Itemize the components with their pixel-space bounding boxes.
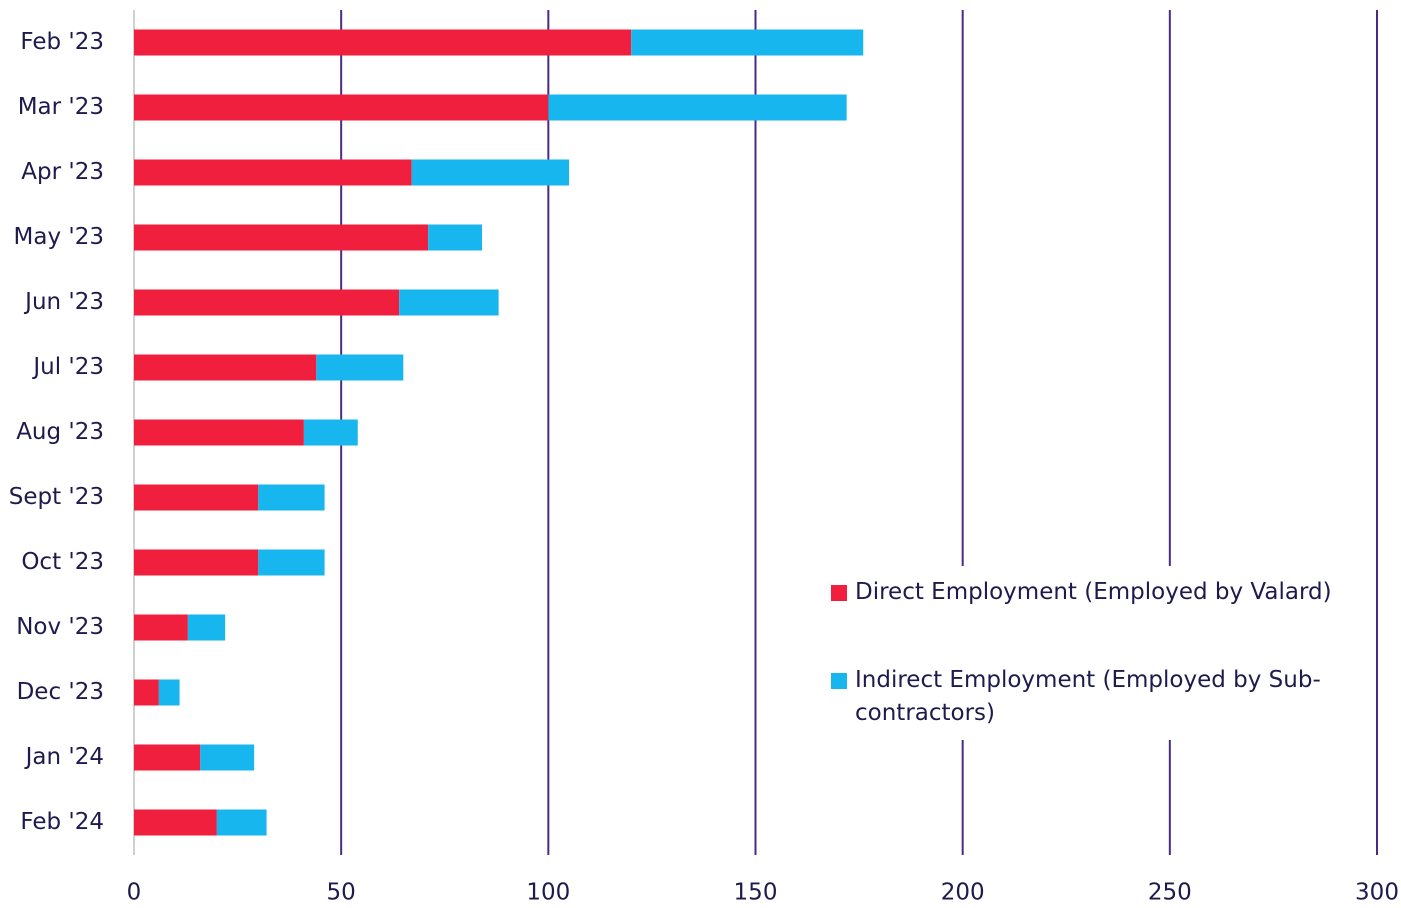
legend-item: Direct Employment (Employed by Valard) bbox=[831, 576, 1351, 609]
y-tick-label: Jun '23 bbox=[23, 289, 104, 315]
bar-segment bbox=[134, 224, 429, 251]
bar-segment bbox=[134, 744, 201, 771]
bar-segment bbox=[258, 549, 325, 576]
y-tick-label: Jan '24 bbox=[24, 744, 104, 770]
bar-segment bbox=[134, 94, 549, 121]
y-tick-label: May '23 bbox=[14, 224, 104, 250]
bar-segment bbox=[258, 484, 325, 511]
bar-segment bbox=[134, 549, 259, 576]
bar-segment bbox=[187, 614, 226, 641]
bar-segment bbox=[134, 29, 632, 56]
x-tick-label: 250 bbox=[1148, 880, 1192, 906]
y-tick-label: Oct '23 bbox=[21, 549, 104, 575]
bar-segment bbox=[134, 289, 400, 316]
bar-segment bbox=[134, 354, 317, 381]
bar-segment bbox=[134, 809, 217, 836]
legend-item: Indirect Employment (Employed by Sub-con… bbox=[831, 664, 1351, 730]
bar-segment bbox=[548, 94, 847, 121]
y-tick-label: Dec '23 bbox=[17, 679, 104, 705]
bar-segment bbox=[631, 29, 864, 56]
bar-segment bbox=[428, 224, 483, 251]
bar-segment bbox=[134, 679, 159, 706]
bar-segment bbox=[216, 809, 267, 836]
bar-segment bbox=[134, 484, 259, 511]
legend-swatch bbox=[831, 585, 847, 601]
y-tick-label: Feb '23 bbox=[20, 29, 104, 55]
legend-swatch bbox=[831, 673, 847, 689]
legend: Direct Employment (Employed by Valard) In… bbox=[815, 566, 1375, 740]
y-tick-label: Aug '23 bbox=[16, 419, 104, 445]
bar-segment bbox=[134, 419, 304, 446]
y-tick-label: Jul '23 bbox=[31, 354, 104, 380]
bar-segment bbox=[411, 159, 570, 186]
bar-segment bbox=[200, 744, 255, 771]
legend-label: Direct Employment (Employed by Valard) bbox=[855, 579, 1332, 605]
legend-label: Indirect Employment (Employed by Sub-con… bbox=[855, 667, 1321, 726]
bar-segment bbox=[134, 614, 188, 641]
bar-segment bbox=[399, 289, 499, 316]
x-tick-label: 200 bbox=[941, 880, 985, 906]
y-tick-label: Nov '23 bbox=[16, 614, 104, 640]
y-tick-label: Mar '23 bbox=[18, 94, 104, 120]
x-tick-label: 150 bbox=[734, 880, 778, 906]
bar-segment bbox=[134, 159, 412, 186]
x-tick-label: 100 bbox=[526, 880, 570, 906]
bar-segment bbox=[303, 419, 358, 446]
y-tick-label: Apr '23 bbox=[21, 159, 104, 185]
x-tick-label: 300 bbox=[1355, 880, 1399, 906]
y-tick-label: Feb '24 bbox=[20, 809, 104, 835]
bar-segment bbox=[316, 354, 404, 381]
y-tick-label: Sept '23 bbox=[9, 484, 104, 510]
x-tick-label: 0 bbox=[127, 880, 142, 906]
bar-segment bbox=[158, 679, 180, 706]
x-tick-label: 50 bbox=[327, 880, 356, 906]
